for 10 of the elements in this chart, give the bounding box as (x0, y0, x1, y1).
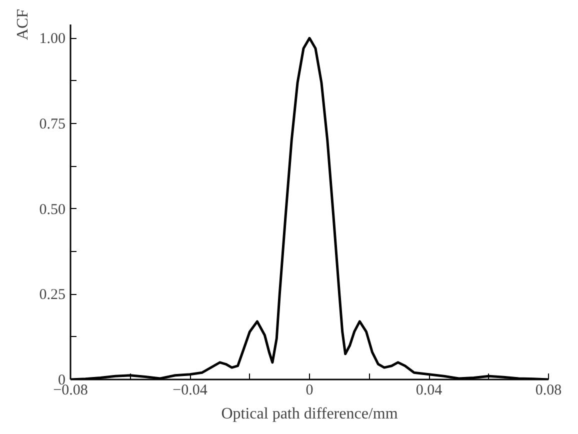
y-tick-label: 0.75 (39, 116, 66, 132)
y-tick-label: 0.25 (39, 287, 66, 304)
y-axis-title: ACF (14, 8, 32, 40)
x-tick-label: 0.04 (416, 382, 443, 398)
y-tick-label: 0.50 (39, 202, 66, 218)
y-tick-label: 1.00 (39, 31, 66, 48)
x-tick-label: −0.04 (172, 382, 208, 398)
x-tick-label: 0.08 (535, 382, 562, 398)
x-axis-title: Optical path difference/mm (221, 406, 398, 422)
x-tick-label: 0 (306, 382, 314, 398)
